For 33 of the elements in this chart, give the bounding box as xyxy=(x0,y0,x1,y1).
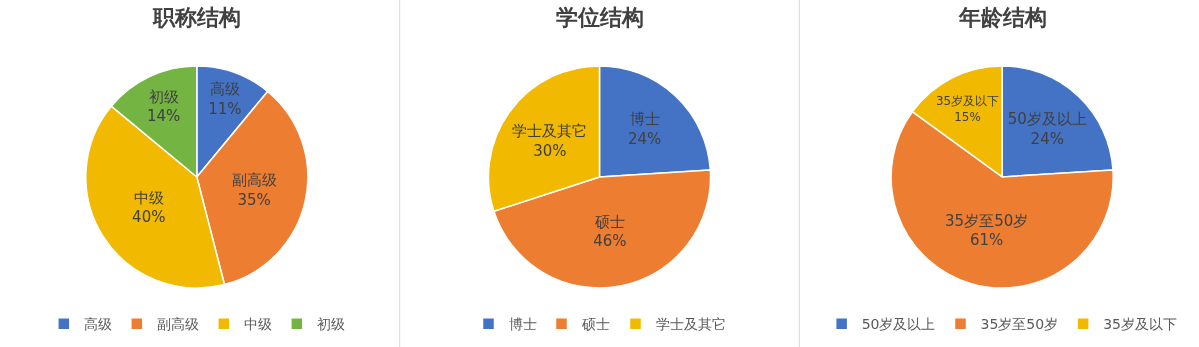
data-label: 40% xyxy=(132,208,166,227)
legend-label: 初级 xyxy=(316,316,345,333)
chart-title: 年龄结构 xyxy=(958,5,1047,30)
slice-label: 副高级 xyxy=(231,171,277,190)
legend-label: 硕士 xyxy=(580,316,610,333)
data-label: 14% xyxy=(147,107,181,126)
slice-label: 高级 xyxy=(209,80,240,99)
slice-label: 初级 xyxy=(148,87,179,106)
data-label: 61% xyxy=(970,231,1004,250)
slice-label: 硕士 xyxy=(593,212,625,231)
slice-label: 35岁至50岁 xyxy=(945,211,1029,230)
slice-label: 中级 xyxy=(133,188,164,207)
data-label: 24% xyxy=(627,129,662,148)
slice-label: 35岁及以下 xyxy=(935,94,1000,109)
legend-label: 中级 xyxy=(243,316,272,333)
data-label: 46% xyxy=(593,232,627,251)
data-label: 15% xyxy=(954,109,981,124)
legend-label: 学士及其它 xyxy=(655,316,726,333)
slice-label: 博士 xyxy=(629,110,660,129)
legend-label: 35岁及以下 xyxy=(1103,316,1177,333)
legend-label: 副高级 xyxy=(156,316,199,333)
data-label: 24% xyxy=(1030,129,1064,148)
data-label: 35% xyxy=(237,190,271,209)
slice-label: 50岁及以上 xyxy=(1007,110,1087,129)
legend-label: 50岁及以上 xyxy=(861,316,936,333)
data-label: 11% xyxy=(208,99,242,118)
legend-label: 博士 xyxy=(508,316,537,333)
data-label: 30% xyxy=(533,141,567,160)
chart-title: 职称结构 xyxy=(152,5,241,30)
legend-label: 35岁至50岁 xyxy=(980,316,1059,333)
legend-label: 高级 xyxy=(83,316,112,333)
chart-title: 学位结构 xyxy=(556,5,644,30)
slice-label: 学士及其它 xyxy=(512,122,588,141)
